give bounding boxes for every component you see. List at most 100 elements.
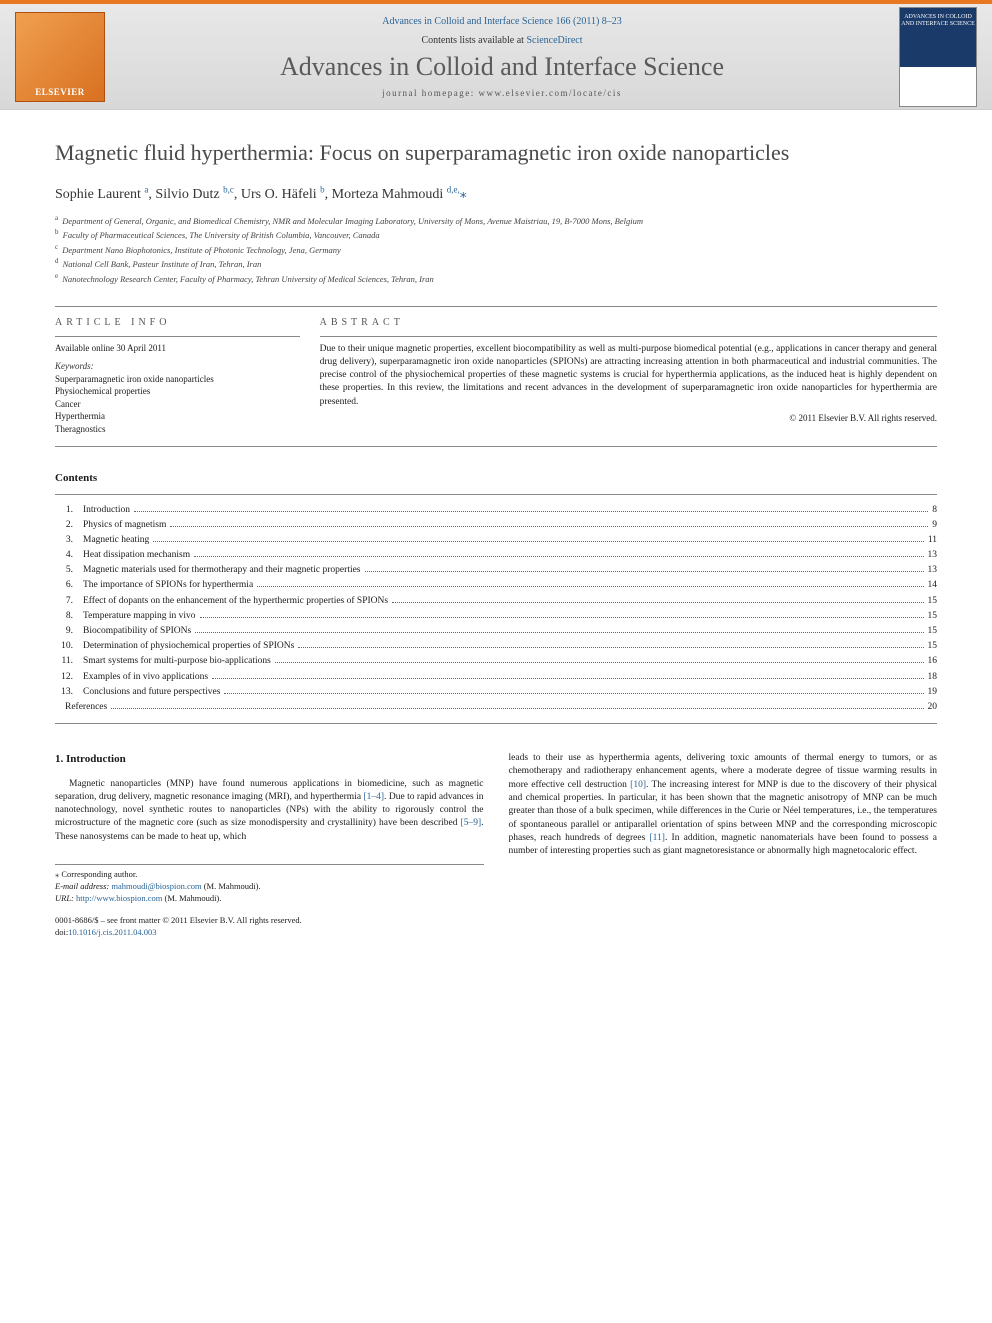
authors-list: Sophie Laurent a, Silvio Dutz b,c, Urs O…: [55, 184, 937, 203]
toc-title: References: [65, 700, 107, 715]
corr-email-link[interactable]: mahmoudi@biospion.com: [111, 881, 201, 891]
toc-page: 15: [928, 624, 938, 639]
toc-title: Biocompatibility of SPIONs: [83, 624, 191, 639]
corr-author-label: ⁎ Corresponding author.: [55, 869, 484, 881]
article-title: Magnetic fluid hyperthermia: Focus on su…: [55, 140, 937, 166]
toc-leader-dots: [195, 632, 923, 633]
elsevier-logo-text: ELSEVIER: [35, 87, 85, 97]
toc-page: 16: [928, 654, 938, 669]
info-abstract-row: article info Available online 30 April 2…: [55, 306, 937, 447]
intro-paragraph-2: leads to their use as hyperthermia agent…: [509, 752, 938, 858]
toc-number: 10.: [55, 639, 83, 654]
ref-link-10[interactable]: [10]: [630, 780, 646, 790]
toc-number: 11.: [55, 654, 83, 669]
toc-title: Determination of physiochemical properti…: [83, 639, 294, 654]
body-columns: 1. Introduction Magnetic nanoparticles (…: [55, 752, 937, 938]
toc-row: 11.Smart systems for multi-purpose bio-a…: [55, 654, 937, 669]
cover-thumb-text: ADVANCES IN COLLOID AND INTERFACE SCIENC…: [900, 14, 976, 28]
table-of-contents: Contents 1.Introduction 82.Physics of ma…: [55, 472, 937, 725]
toc-title: Introduction: [83, 503, 130, 518]
toc-row: 2.Physics of magnetism 9: [55, 518, 937, 533]
elsevier-logo: ELSEVIER: [15, 12, 105, 102]
toc-row: 9.Biocompatibility of SPIONs 15: [55, 624, 937, 639]
toc-row: 6.The importance of SPIONs for hyperther…: [55, 578, 937, 593]
toc-leader-dots: [224, 693, 923, 694]
toc-page: 11: [928, 533, 937, 548]
toc-row: 4.Heat dissipation mechanism 13: [55, 548, 937, 563]
email-suffix: (M. Mahmoudi).: [202, 881, 261, 891]
toc-page: 13: [928, 548, 938, 563]
authors-names: Sophie Laurent a, Silvio Dutz b,c, Urs O…: [55, 187, 460, 202]
toc-row: 10.Determination of physiochemical prope…: [55, 639, 937, 654]
abstract-column: abstract Due to their unique magnetic pr…: [320, 317, 937, 436]
toc-page: 13: [928, 563, 938, 578]
toc-row: 12.Examples of in vivo applications 18: [55, 670, 937, 685]
corr-url-line: URL: http://www.biospion.com (M. Mahmoud…: [55, 893, 484, 905]
url-label: URL:: [55, 893, 76, 903]
front-matter-line: 0001-8686/$ – see front matter © 2011 El…: [55, 915, 484, 927]
toc-number: 3.: [55, 533, 83, 548]
keyword-item: Cancer: [55, 398, 300, 411]
toc-leader-dots: [298, 647, 923, 648]
homepage-line: journal homepage: www.elsevier.com/locat…: [120, 88, 884, 98]
affiliation-line: b Faculty of Pharmaceutical Sciences, Th…: [55, 227, 937, 242]
toc-number: 1.: [55, 503, 83, 518]
toc-title: The importance of SPIONs for hyperthermi…: [83, 578, 253, 593]
toc-number: 6.: [55, 578, 83, 593]
url-suffix: (M. Mahmoudi).: [162, 893, 221, 903]
corr-email-line: E-mail address: mahmoudi@biospion.com (M…: [55, 881, 484, 893]
keywords-list: Superparamagnetic iron oxide nanoparticl…: [55, 373, 300, 436]
toc-leader-dots: [257, 586, 923, 587]
toc-list: 1.Introduction 82.Physics of magnetism 9…: [55, 494, 937, 725]
toc-title: Smart systems for multi-purpose bio-appl…: [83, 654, 271, 669]
toc-title: Heat dissipation mechanism: [83, 548, 190, 563]
ref-link-11[interactable]: [11]: [650, 833, 665, 843]
toc-number: 7.: [55, 594, 83, 609]
ref-link-1-4[interactable]: [1–4]: [363, 792, 384, 802]
toc-row: 1.Introduction 8: [55, 503, 937, 518]
sciencedirect-link[interactable]: ScienceDirect: [526, 35, 582, 46]
article-info-column: article info Available online 30 April 2…: [55, 317, 320, 436]
contents-line: Contents lists available at ScienceDirec…: [120, 35, 884, 46]
affiliation-line: e Nanotechnology Research Center, Facult…: [55, 271, 937, 286]
toc-page: 8: [932, 503, 937, 518]
abstract-copyright: © 2011 Elsevier B.V. All rights reserved…: [320, 413, 937, 423]
doi-link[interactable]: 10.1016/j.cis.2011.04.003: [68, 927, 156, 937]
toc-leader-dots: [194, 556, 923, 557]
ref-link-5-9[interactable]: [5–9]: [461, 818, 482, 828]
corr-url-link[interactable]: http://www.biospion.com: [76, 893, 162, 903]
contents-prefix: Contents lists available at: [421, 35, 526, 46]
keyword-item: Theragnostics: [55, 423, 300, 436]
affiliation-line: d National Cell Bank, Pasteur Institute …: [55, 256, 937, 271]
affiliations-list: a Department of General, Organic, and Bi…: [55, 213, 937, 286]
article-info-heading: article info: [55, 317, 300, 328]
toc-leader-dots: [212, 678, 923, 679]
toc-page: 14: [928, 578, 938, 593]
abstract-heading: abstract: [320, 317, 937, 328]
toc-page: 15: [928, 639, 938, 654]
toc-page: 9: [932, 518, 937, 533]
toc-row: 7.Effect of dopants on the enhancement o…: [55, 594, 937, 609]
citation-line: Advances in Colloid and Interface Scienc…: [120, 16, 884, 27]
toc-leader-dots: [134, 511, 928, 512]
keyword-item: Physiochemical properties: [55, 385, 300, 398]
toc-leader-dots: [111, 708, 923, 709]
introduction-heading: 1. Introduction: [55, 752, 484, 767]
homepage-url: www.elsevier.com/locate/cis: [479, 88, 622, 98]
abstract-text: Due to their unique magnetic properties,…: [320, 336, 937, 409]
doi-label: doi:: [55, 927, 68, 937]
toc-page: 20: [928, 700, 938, 715]
toc-row: 13.Conclusions and future perspectives 1…: [55, 685, 937, 700]
toc-row: 8.Temperature mapping in vivo 15: [55, 609, 937, 624]
toc-number: 2.: [55, 518, 83, 533]
body-column-right: leads to their use as hyperthermia agent…: [509, 752, 938, 938]
toc-title: Effect of dopants on the enhancement of …: [83, 594, 388, 609]
corresponding-author-footnote: ⁎ Corresponding author. E-mail address: …: [55, 864, 484, 905]
doi-block: 0001-8686/$ – see front matter © 2011 El…: [55, 915, 484, 939]
toc-number: 8.: [55, 609, 83, 624]
toc-row: 3.Magnetic heating 11: [55, 533, 937, 548]
toc-title: Physics of magnetism: [83, 518, 166, 533]
toc-number: 13.: [55, 685, 83, 700]
toc-number: 4.: [55, 548, 83, 563]
contents-heading: Contents: [55, 472, 937, 484]
